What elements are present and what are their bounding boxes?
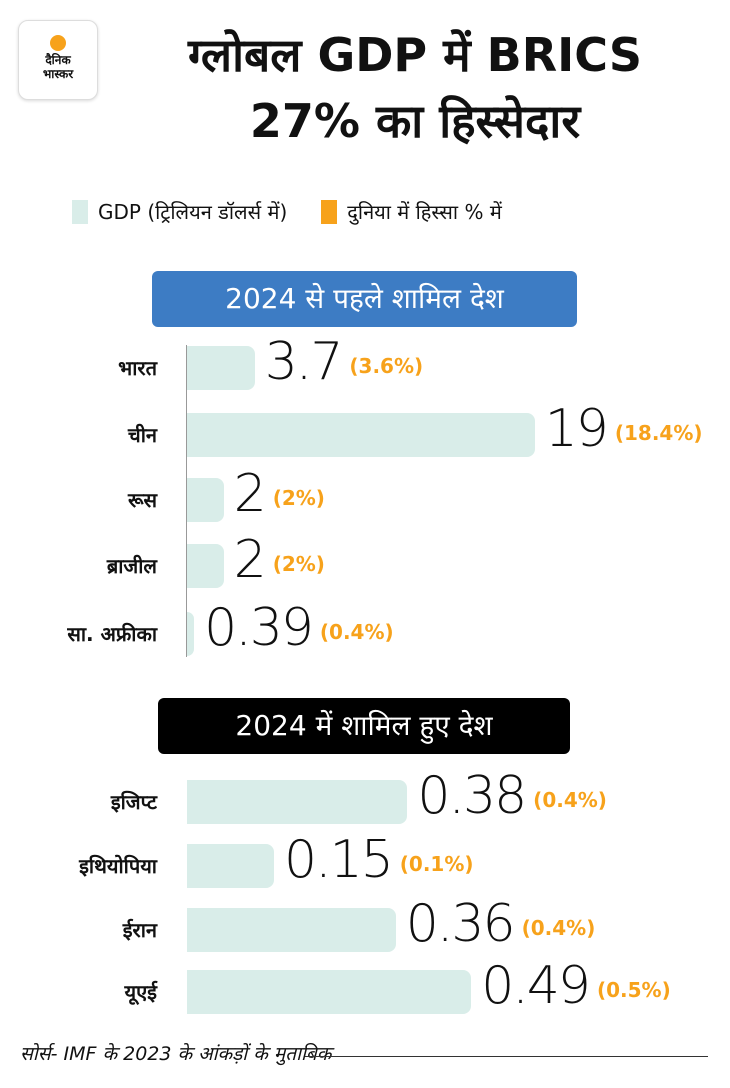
- legend-label-share: दुनिया में हिस्सा % में: [347, 200, 502, 224]
- bar-row: इजिप्ट 0.38 (0.4%): [0, 766, 730, 826]
- share-label: (2%): [272, 486, 325, 510]
- value-label: 3.7: [264, 332, 344, 392]
- bar-row: सा. अफ्रीका 0.39 (0.4%): [0, 598, 730, 658]
- bar: [187, 346, 255, 390]
- value-group: 0.36 (0.4%): [406, 894, 596, 954]
- value-label: 2: [233, 530, 267, 590]
- bar-row: ब्राजील 2 (2%): [0, 530, 730, 590]
- share-label: (3.6%): [349, 354, 424, 378]
- share-label: (2%): [272, 552, 325, 576]
- bar: [187, 413, 535, 457]
- dainik-bhaskar-logo: दैनिक भास्कर: [18, 20, 98, 100]
- bar: [187, 478, 224, 522]
- share-label: (0.4%): [319, 620, 394, 644]
- legend-label-gdp: GDP (ट्रिलियन डॉलर्स में): [98, 200, 288, 224]
- axis-line: [186, 345, 187, 657]
- category-label: इजिप्ट: [110, 790, 157, 814]
- share-label: (18.4%): [614, 421, 703, 445]
- bar-row: इथियोपिया 0.15 (0.1%): [0, 830, 730, 890]
- bar: [187, 780, 408, 824]
- category-label: सा. अफ्रीका: [67, 622, 157, 646]
- value-group: 3.7 (3.6%): [265, 332, 423, 392]
- bar: [187, 970, 472, 1014]
- category-label: भारत: [118, 356, 157, 380]
- page-title: ग्लोबल GDP में BRICS 27% का हिस्सेदार: [110, 22, 720, 154]
- value-group: 2 (2%): [234, 464, 325, 524]
- bar-row: यूएई 0.49 (0.5%): [0, 956, 730, 1016]
- category-label: ईरान: [122, 918, 157, 942]
- legend-swatch-share: [321, 199, 338, 224]
- bar-row: ईरान 0.36 (0.4%): [0, 894, 730, 954]
- bar: [187, 844, 274, 888]
- value-group: 0.15 (0.1%): [284, 830, 474, 890]
- category-label: इथियोपिया: [79, 854, 157, 878]
- legend: GDP (ट्रिलियन डॉलर्स में) दुनिया में हिस…: [72, 198, 502, 225]
- value-group: 0.38 (0.4%): [417, 766, 607, 826]
- value-label: 0.36: [405, 894, 516, 954]
- group-banner: 2024 से पहले शामिल देश: [152, 271, 577, 327]
- logo-text-2: भास्कर: [42, 67, 74, 81]
- bar-row: रूस 2 (2%): [0, 464, 730, 524]
- bar: [187, 544, 224, 588]
- category-label: ब्राजील: [106, 554, 157, 578]
- footer-divider: [305, 1056, 708, 1057]
- title-line-1: ग्लोबल GDP में BRICS: [187, 28, 643, 82]
- category-label: यूएई: [124, 980, 157, 1004]
- share-label: (0.1%): [399, 852, 474, 876]
- bar: [187, 612, 195, 656]
- value-label: 0.15: [284, 830, 394, 890]
- source-note: सोर्स- IMF के 2023 के आंकड़ों के मुताबिक: [20, 1043, 332, 1065]
- value-group: 0.49 (0.5%): [481, 956, 671, 1016]
- value-group: 0.39 (0.4%): [204, 598, 394, 658]
- category-label: चीन: [128, 423, 157, 447]
- value-label: 2: [233, 464, 267, 524]
- bar-row: भारत 3.7 (3.6%): [0, 332, 730, 392]
- bar: [187, 908, 396, 952]
- share-label: (0.5%): [596, 978, 671, 1002]
- value-label: 19: [544, 399, 609, 459]
- value-label: 0.38: [417, 766, 527, 826]
- value-group: 19 (18.4%): [545, 399, 703, 459]
- value-label: 0.49: [481, 956, 591, 1016]
- logo-text-1: दैनिक: [45, 53, 71, 67]
- legend-swatch-gdp: [72, 199, 88, 224]
- bar-row: चीन 19 (18.4%): [0, 399, 730, 459]
- value-label: 0.39: [204, 598, 314, 658]
- share-label: (0.4%): [521, 916, 596, 940]
- value-group: 2 (2%): [234, 530, 325, 590]
- share-label: (0.4%): [533, 788, 607, 812]
- group-banner: 2024 में शामिल हुए देश: [158, 698, 570, 754]
- category-label: रूस: [127, 488, 157, 512]
- title-line-2: 27% का हिस्सेदार: [249, 94, 581, 148]
- sun-icon: [50, 35, 66, 51]
